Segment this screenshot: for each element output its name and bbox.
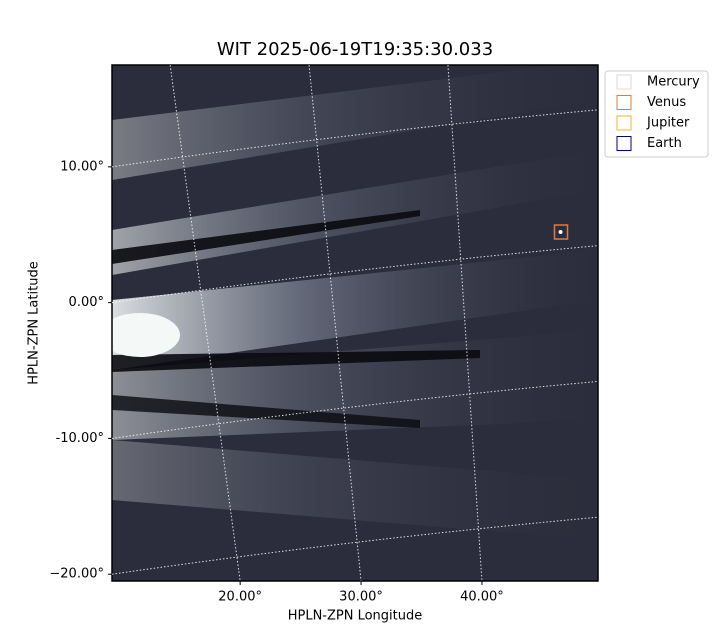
planet-dot — [558, 230, 563, 235]
axes-frame — [111, 64, 599, 582]
legend-box — [604, 70, 709, 158]
y-axis-label: HPLN-ZPN Latitude — [27, 261, 42, 384]
x-tick-label: 20.00° — [218, 590, 262, 605]
y-tick-label: 10.00° — [60, 159, 104, 174]
legend-swatch — [616, 74, 632, 90]
chart-title: WIT 2025-06-19T19:35:30.033 — [217, 39, 493, 60]
x-tick-label: 40.00° — [460, 590, 504, 605]
legend-label: Venus — [647, 95, 686, 110]
image — [112, 65, 598, 581]
planet-marker — [553, 224, 569, 240]
legend-label: Earth — [647, 136, 682, 151]
legend: Mercury Venus Jupiter Earth — [604, 70, 709, 158]
grid-line — [111, 380, 599, 439]
grid-line — [447, 64, 483, 582]
y-tick-label: −20.00° — [49, 567, 104, 582]
legend-label: Mercury — [647, 75, 700, 90]
grid-line — [169, 64, 241, 582]
x-axis-label: HPLN-ZPN Longitude — [288, 609, 423, 624]
x-tick-label: 30.00° — [339, 590, 383, 605]
grid-line — [111, 245, 599, 304]
y-tick-label: 0.00° — [69, 295, 104, 310]
grid-line — [308, 64, 362, 582]
grid-line — [111, 109, 599, 168]
grid-line — [111, 516, 599, 575]
legend-swatch — [616, 136, 632, 151]
legend-swatch — [616, 115, 632, 131]
y-tick-label: -10.00° — [56, 431, 104, 446]
legend-label: Jupiter — [646, 116, 690, 131]
legend-swatch — [616, 95, 632, 110]
